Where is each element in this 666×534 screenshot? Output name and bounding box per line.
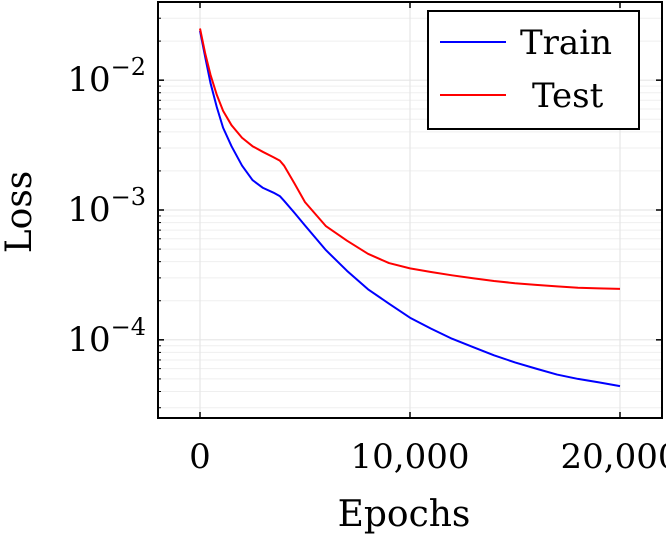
x-tick-label: 0 [189, 437, 211, 477]
legend: Train Test [427, 10, 640, 130]
y-tick-label-base: 10 [67, 320, 110, 360]
y-tick-label: 10−3 [67, 183, 146, 230]
legend-label-train: Train [520, 23, 612, 63]
x-tick-label: 10,000 [351, 437, 470, 477]
y-tick-label-exponent: −2 [111, 53, 146, 81]
y-tick-label-exponent: −4 [111, 313, 146, 341]
y-tick-label-base: 10 [67, 60, 110, 100]
series-line-test [199, 28, 621, 290]
legend-label-test: Test [532, 76, 604, 116]
y-axis-title: Loss [0, 171, 40, 254]
legend-box [427, 10, 640, 130]
y-tick-label-exponent: −3 [111, 183, 146, 211]
x-tick-label: 20,000 [561, 437, 666, 477]
y-tick-label-base: 10 [67, 190, 110, 230]
plot-lines [199, 28, 621, 388]
x-axis-title: Epochs [338, 494, 471, 534]
y-tick-label: 10−2 [67, 53, 146, 100]
y-tick-label: 10−4 [67, 313, 146, 360]
plot-frame [157, 1, 663, 419]
series-line-train [199, 30, 621, 388]
